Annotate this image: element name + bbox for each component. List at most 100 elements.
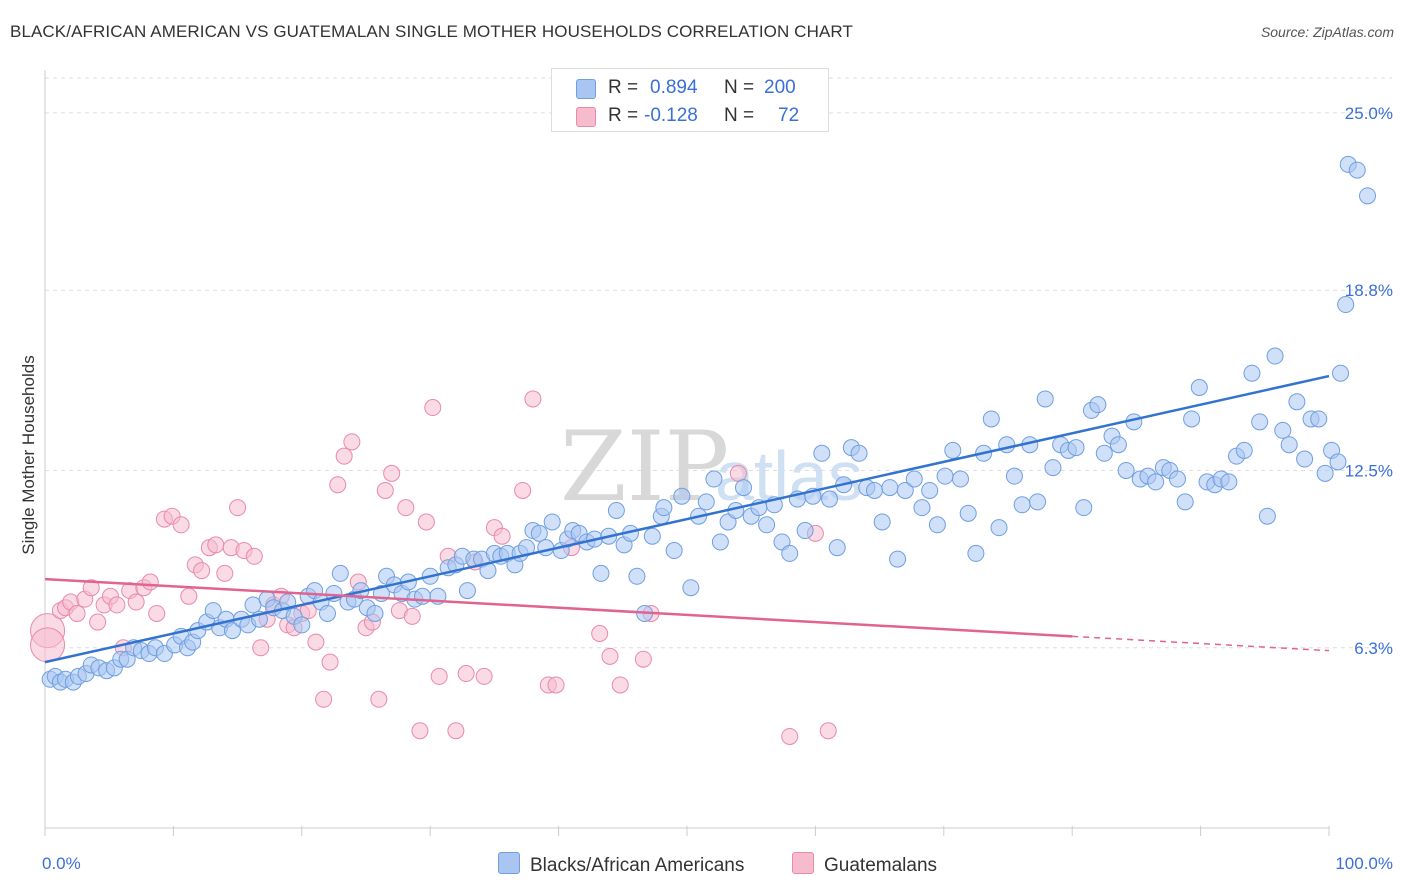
guatemalan-point <box>729 464 747 482</box>
guatemalan-point <box>307 633 325 651</box>
guatemalan-point <box>343 433 361 451</box>
legend-row-guatemalans: R = -0.128 N = 72 <box>552 101 828 129</box>
guatemalan-point <box>611 676 629 694</box>
guatemalan-point <box>475 667 493 685</box>
legend-n-value: 200 <box>764 77 796 98</box>
pink-swatch-icon <box>792 852 814 874</box>
black-point <box>530 524 548 542</box>
black-point <box>1013 496 1031 514</box>
guatemalan-point <box>430 667 448 685</box>
black-point <box>1266 347 1284 365</box>
grid-lines <box>45 77 1392 649</box>
x-tick-label: 100.0% <box>1335 854 1393 873</box>
black-point <box>821 490 839 508</box>
blue-swatch-icon <box>498 852 520 874</box>
guatemalan-point <box>781 727 799 745</box>
black-point <box>828 539 846 557</box>
guatemalan-point <box>403 607 421 625</box>
black-point <box>1067 439 1085 457</box>
guatemalan-point <box>252 639 270 657</box>
black-point <box>204 602 222 620</box>
black-point <box>982 410 1000 428</box>
black-point <box>244 596 262 614</box>
black-point <box>905 470 923 488</box>
guatemalan-point <box>127 593 145 611</box>
pink-swatch-icon <box>576 107 596 127</box>
guatemalan-point <box>591 624 609 642</box>
guatemalan-point <box>108 596 126 614</box>
black-point <box>990 519 1008 537</box>
black-point <box>967 544 985 562</box>
guatemalan-point <box>376 481 394 499</box>
black-point <box>1036 390 1054 408</box>
guatemalan-point <box>397 499 415 517</box>
black-point <box>889 550 907 568</box>
blacks-trend-line <box>44 374 1330 664</box>
guatemalan-point <box>193 562 211 580</box>
black-point <box>607 501 625 519</box>
legend-r-value: 0.894 <box>650 77 698 98</box>
guatemalan-point <box>424 399 442 417</box>
black-point <box>734 479 752 497</box>
black-point <box>682 579 700 597</box>
axes <box>44 70 1330 836</box>
black-point <box>850 444 868 462</box>
bottom-legend-guatemalans: Guatemalans <box>792 852 937 877</box>
black-point <box>413 587 431 605</box>
guatemalan-point <box>30 627 66 663</box>
black-point <box>1183 410 1201 428</box>
legend-r-label: R = <box>608 105 639 126</box>
black-point <box>796 522 814 540</box>
guatemalan-point <box>383 464 401 482</box>
black-point <box>921 481 939 499</box>
black-point <box>711 533 729 551</box>
black-point <box>1337 296 1355 314</box>
black-point <box>293 616 311 634</box>
guatemalan-point <box>180 587 198 605</box>
black-point <box>1029 493 1047 511</box>
black-point <box>928 516 946 534</box>
y-tick-labels: 6.3% 12.5% 18.8% 25.0% <box>1345 104 1393 658</box>
black-point <box>1310 410 1328 428</box>
guatemalan-point <box>148 604 166 622</box>
legend-box: R = 0.894 N = 200 R = -0.128 N = 72 <box>551 68 829 132</box>
black-point <box>896 481 914 499</box>
black-point <box>673 487 691 505</box>
black-point <box>458 582 476 600</box>
black-point <box>1288 393 1306 411</box>
guatemalan-point <box>447 722 465 740</box>
black-point <box>331 564 349 582</box>
black-point <box>1316 464 1334 482</box>
black-point <box>1251 413 1269 431</box>
black-point <box>537 539 555 557</box>
black-point <box>1359 187 1377 205</box>
black-point <box>881 479 899 497</box>
black-point <box>1274 421 1292 439</box>
black-point <box>705 470 723 488</box>
x-tick-labels: 0.0% 100.0% <box>42 854 1393 873</box>
legend-n-label: N = <box>724 105 755 126</box>
black-point <box>758 516 776 534</box>
guatemalan-point <box>68 604 86 622</box>
bottom-legend-blacks: Blacks/African Americans <box>498 852 744 877</box>
black-point <box>1220 473 1238 491</box>
guatemalan-point <box>315 690 333 708</box>
y-axis-label: Single Mother Households <box>19 355 38 554</box>
guatemalan-point <box>216 564 234 582</box>
black-point <box>628 567 646 585</box>
guatemalan-point <box>82 579 100 597</box>
black-point <box>1168 470 1186 488</box>
black-point <box>913 499 931 517</box>
y-tick-label: 25.0% <box>1345 104 1393 123</box>
guatemalan-point <box>524 390 542 408</box>
black-point <box>1329 453 1347 471</box>
y-tick-label: 6.3% <box>1354 639 1393 658</box>
guatemalan-point <box>457 665 475 683</box>
black-point <box>665 542 683 560</box>
legend-n-label: N = <box>724 77 755 98</box>
y-tick-label: 12.5% <box>1345 461 1393 480</box>
blue-swatch-icon <box>576 79 596 99</box>
black-point <box>1117 461 1135 479</box>
guatemalan-point <box>321 653 339 671</box>
black-point <box>697 493 715 511</box>
